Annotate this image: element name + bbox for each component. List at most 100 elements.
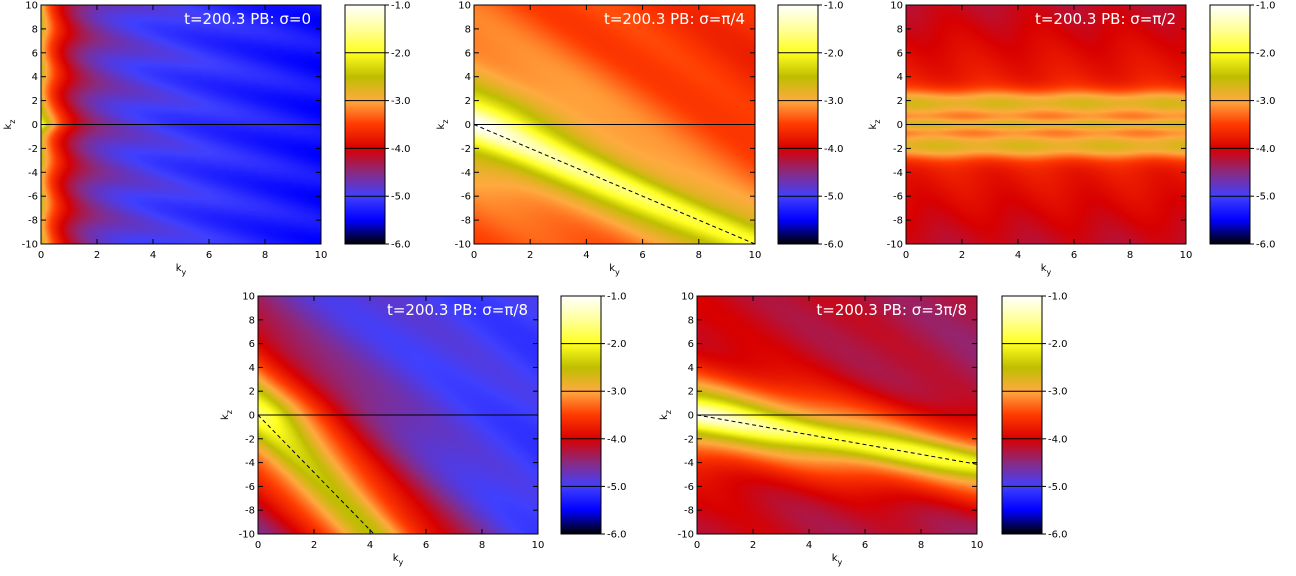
y-tick: 2 [465, 96, 755, 107]
y-tick-label: 10 [25, 1, 38, 12]
y-tick: 6 [897, 48, 1186, 59]
y-tick: -8 [893, 216, 1186, 227]
y-tick: -6 [461, 192, 755, 203]
y-tick: 10 [458, 1, 755, 12]
y-tick-label: 0 [688, 411, 694, 422]
y-tick: 8 [688, 315, 977, 326]
colorbar-tick: -1.0 [601, 292, 627, 303]
x-tick-label: 6 [206, 250, 212, 261]
x-tick: 2 [94, 5, 100, 261]
y-tick: 10 [25, 1, 321, 12]
y-tick-label: 4 [465, 72, 471, 83]
x-tick-label: 8 [262, 250, 268, 261]
y-tick: -8 [684, 506, 977, 517]
y-tick-label: 6 [688, 339, 694, 350]
y-tick: 2 [32, 96, 321, 107]
y-tick: 8 [32, 24, 321, 35]
colorbar-tick: -3.0 [778, 96, 844, 107]
colorbar [344, 4, 386, 245]
panel-5: 0 2 4 6 8 10 -10 -8 -6 -4 -2 0 2 4 6 8 10 ky kz t=200.3 PB:… [659, 292, 1068, 568]
y-tick-label: 0 [465, 120, 471, 131]
y-axis-label: kz [868, 120, 882, 130]
colorbar [1001, 295, 1043, 535]
colorbar-tick-label: -5.0 [1048, 482, 1068, 493]
y-tick-label: 2 [249, 387, 255, 398]
y-tick-label: 2 [688, 387, 694, 398]
colorbar-tick: -5.0 [561, 482, 627, 493]
x-tick: 8 [479, 296, 485, 551]
colorbar-tick-label: -2.0 [824, 48, 844, 59]
y-tick: -4 [893, 168, 1186, 179]
y-tick-label: 2 [465, 96, 471, 107]
x-tick-label: 2 [94, 250, 100, 261]
colorbar-tick-label: -3.0 [607, 387, 627, 398]
y-tick: -2 [28, 144, 321, 155]
y-tick: 2 [897, 96, 1186, 107]
y-tick: -10 [678, 530, 977, 541]
x-tick-label: 4 [150, 250, 156, 261]
colorbar-tick-label: -6.0 [1256, 240, 1276, 251]
x-tick-label: 2 [311, 540, 317, 551]
y-tick-label: -2 [28, 144, 38, 155]
x-tick: 10 [971, 296, 983, 551]
colorbar-tick: -6.0 [601, 530, 627, 541]
colorbar-tick: -4.0 [778, 144, 844, 155]
colorbar-tick-label: -3.0 [1048, 387, 1068, 398]
y-tick: 0 [897, 120, 1186, 131]
panel-title: t=200.3 PB: σ=π/2 [1035, 10, 1176, 28]
x-tick: 0 [694, 296, 700, 551]
y-tick: -10 [887, 240, 1186, 251]
colorbar-tick-label: -2.0 [607, 339, 627, 350]
x-tick-label: 0 [903, 250, 909, 261]
y-tick: -4 [461, 168, 755, 179]
panel-1: 0 2 4 6 8 10 -10 -8 -6 -4 -2 0 2 4 6 8 10 ky kz t=200.3 PB:… [3, 1, 411, 278]
y-tick: -2 [461, 144, 755, 155]
y-tick-label: -4 [461, 168, 471, 179]
colorbar-tick-label: -6.0 [391, 240, 411, 251]
y-tick: 6 [249, 339, 538, 350]
y-tick-label: 4 [897, 72, 903, 83]
y-tick-label: -8 [245, 506, 255, 517]
y-axis-label: kz [3, 120, 17, 130]
y-tick-label: -4 [893, 168, 903, 179]
panel-title: t=200.3 PB: σ=π/8 [387, 301, 528, 319]
y-tick-label: -2 [684, 434, 694, 445]
colorbar-tick: -2.0 [778, 48, 844, 59]
x-tick: 10 [749, 5, 762, 261]
panel-4: 0 2 4 6 8 10 -10 -8 -6 -4 -2 0 2 4 6 8 10 ky kz t=200.3 PB:… [220, 292, 627, 568]
y-tick-label: -4 [28, 168, 38, 179]
y-tick: 4 [465, 72, 755, 83]
y-tick: -10 [455, 240, 755, 251]
y-tick: 4 [32, 72, 321, 83]
x-tick-label: 2 [959, 250, 965, 261]
x-tick-label: 10 [1180, 250, 1193, 261]
x-tick-label: 6 [1071, 250, 1077, 261]
y-tick: 4 [897, 72, 1186, 83]
colorbar-tick: -2.0 [561, 339, 627, 350]
y-tick-label: -10 [887, 240, 903, 251]
x-tick: 4 [1015, 5, 1021, 261]
x-tick-label: 6 [862, 540, 868, 551]
y-tick: 0 [465, 120, 755, 131]
y-tick: -2 [245, 434, 538, 445]
y-tick: 10 [681, 292, 977, 303]
x-axis-label: ky [176, 263, 187, 277]
y-tick: 0 [32, 120, 321, 131]
x-tick-label: 4 [1015, 250, 1021, 261]
colorbar-tick-label: -6.0 [607, 530, 627, 541]
x-tick: 2 [750, 296, 756, 551]
colorbar-tick: -3.0 [345, 96, 411, 107]
y-tick-label: -4 [684, 458, 694, 469]
x-tick-label: 10 [749, 250, 762, 261]
y-tick: 0 [688, 411, 977, 422]
colorbar-tick-label: -3.0 [1256, 96, 1276, 107]
x-axis-label: ky [609, 263, 620, 277]
y-tick-label: 8 [897, 24, 903, 35]
panel-3: 0 2 4 6 8 10 -10 -8 -6 -4 -2 0 2 4 6 8 10 ky kz t=200.3 PB:… [868, 1, 1276, 278]
colorbar-tick-label: -1.0 [607, 292, 627, 303]
colorbar-tick-label: -6.0 [1048, 530, 1068, 541]
y-tick: -4 [28, 168, 321, 179]
colorbar-tick: -4.0 [1210, 144, 1276, 155]
y-tick-label: -10 [239, 530, 255, 541]
